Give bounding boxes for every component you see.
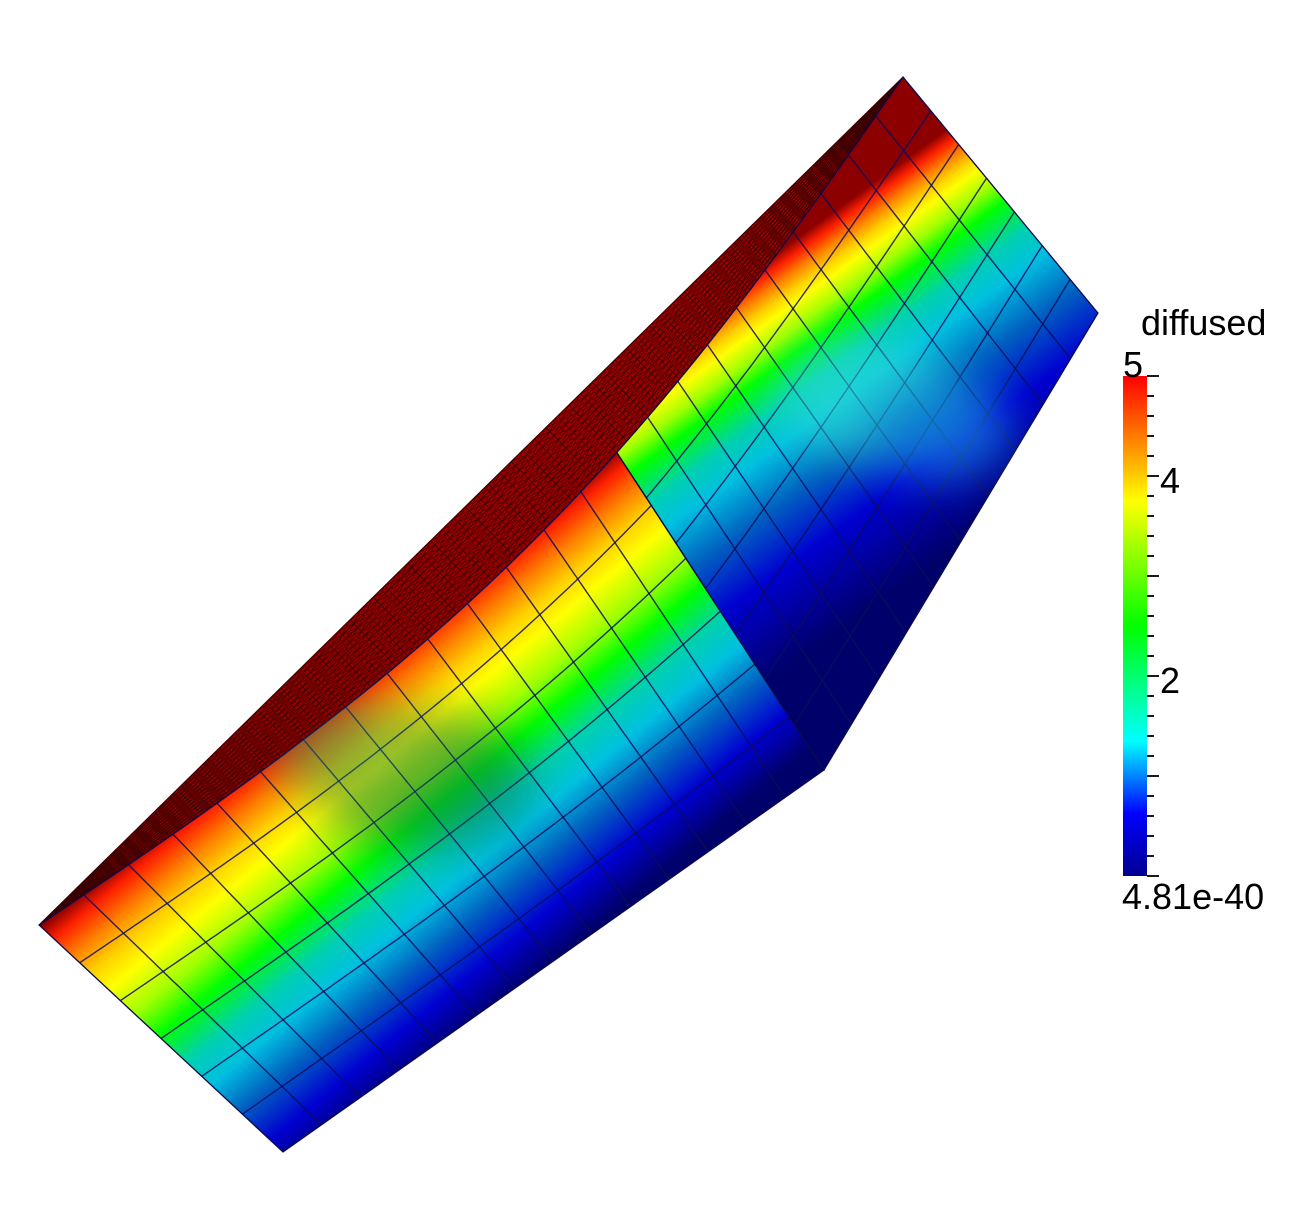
- svg-text:diffused: diffused: [1141, 302, 1266, 343]
- svg-text:4.81e-40: 4.81e-40: [1122, 876, 1264, 917]
- svg-text:2: 2: [1160, 660, 1180, 701]
- svg-text:5: 5: [1123, 344, 1143, 385]
- svg-text:4: 4: [1160, 460, 1180, 501]
